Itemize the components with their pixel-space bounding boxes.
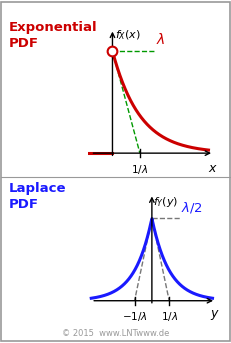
Text: $1/\lambda$: $1/\lambda$ xyxy=(161,310,178,323)
Text: $f_Y(y)$: $f_Y(y)$ xyxy=(153,195,179,209)
Text: $1/\lambda$: $1/\lambda$ xyxy=(131,163,149,176)
Text: © 2015  www.LNTwww.de: © 2015 www.LNTwww.de xyxy=(62,329,169,338)
Text: Exponential
PDF: Exponential PDF xyxy=(9,21,98,50)
Text: $f_X(x)$: $f_X(x)$ xyxy=(115,29,141,42)
Text: $\lambda$: $\lambda$ xyxy=(156,32,166,47)
Text: Laplace
PDF: Laplace PDF xyxy=(9,182,67,211)
Text: $-1/\lambda$: $-1/\lambda$ xyxy=(122,310,147,323)
Text: $y$: $y$ xyxy=(210,308,220,322)
Text: $\lambda/2$: $\lambda/2$ xyxy=(181,200,203,215)
Text: $x$: $x$ xyxy=(208,162,218,175)
